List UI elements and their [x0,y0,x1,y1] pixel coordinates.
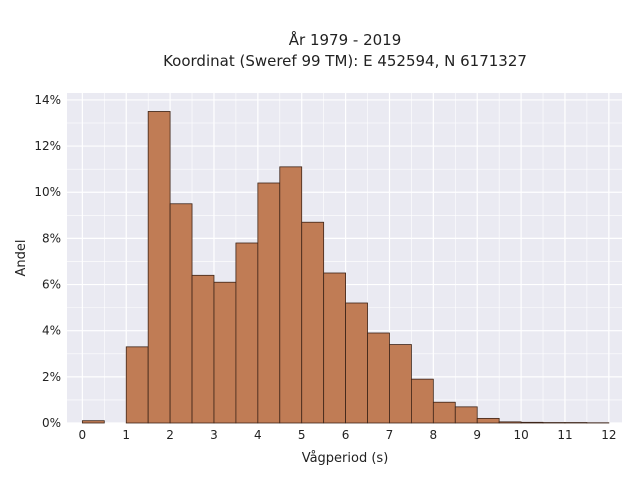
histogram-bar [454,406,478,424]
x-tick-label: 11 [557,428,572,442]
x-tick-label: 7 [386,428,394,442]
histogram-bar [323,272,346,424]
histogram-bar [520,421,544,424]
histogram-bar [169,203,193,424]
histogram-bar [191,274,215,424]
y-tick-label: 0% [42,416,61,430]
histogram-bar [257,182,281,424]
y-axis-label: Andel [14,240,29,277]
y-tick-label: 12% [34,139,61,153]
histogram-bar [367,332,390,424]
histogram-bar [498,421,522,424]
histogram-bar [279,166,303,424]
y-tick-label: 10% [34,185,61,199]
x-axis-label: Vågperiod (s) [302,451,389,466]
x-tick-label: 1 [122,428,130,442]
chart-title-line1: År 1979 - 2019 [289,30,402,49]
histogram-bar [235,242,259,424]
histogram-bar [147,111,171,424]
y-tick-label: 14% [34,93,61,107]
x-tick-label: 9 [473,428,481,442]
x-tick-label: 5 [298,428,306,442]
x-tick-label: 0 [79,428,87,442]
histogram-bar [345,302,368,424]
histogram-bar [389,344,412,424]
y-tick-label: 2% [42,370,61,384]
y-tick-label: 8% [42,231,61,245]
histogram-bar [213,281,237,424]
y-tick-label: 6% [42,278,61,292]
histogram-bar [81,420,105,424]
x-tick-label: 8 [430,428,438,442]
x-tick-label: 4 [254,428,262,442]
histogram-bar [476,417,500,424]
histogram-bar [432,401,456,424]
histogram-bar [411,378,434,424]
x-tick-label: 2 [166,428,174,442]
x-tick-label: 12 [601,428,616,442]
x-tick-label: 3 [210,428,218,442]
x-tick-label: 10 [513,428,528,442]
histogram-bar [301,221,325,424]
plot-area: 0 1 2 3 4 5 6 7 8 9 10 11 120%2%4%6%8%10%12%14% [34,93,622,442]
histogram-bar [125,346,149,424]
y-tick-label: 4% [42,324,61,338]
x-tick-label: 6 [342,428,350,442]
chart-title-line2: Koordinat (Sweref 99 TM): E 452594, N 61… [163,52,527,70]
